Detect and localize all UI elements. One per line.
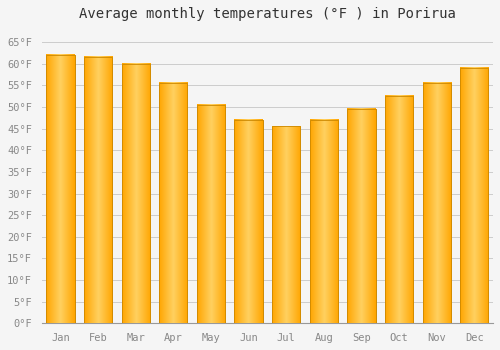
Bar xyxy=(310,120,338,323)
Bar xyxy=(197,105,225,323)
Bar xyxy=(460,68,488,323)
Bar xyxy=(159,83,188,323)
Bar xyxy=(159,83,188,323)
Bar xyxy=(122,64,150,323)
Bar xyxy=(46,55,74,323)
Bar xyxy=(197,105,225,323)
Bar xyxy=(460,68,488,323)
Bar xyxy=(348,109,376,323)
Title: Average monthly temperatures (°F ) in Porirua: Average monthly temperatures (°F ) in Po… xyxy=(79,7,456,21)
Bar xyxy=(122,64,150,323)
Bar xyxy=(272,126,300,323)
Bar xyxy=(272,126,300,323)
Bar xyxy=(84,57,112,323)
Bar xyxy=(234,120,262,323)
Bar xyxy=(422,83,450,323)
Bar xyxy=(348,109,376,323)
Bar xyxy=(84,57,112,323)
Bar xyxy=(385,96,413,323)
Bar xyxy=(310,120,338,323)
Bar xyxy=(385,96,413,323)
Bar xyxy=(46,55,74,323)
Bar xyxy=(234,120,262,323)
Bar xyxy=(422,83,450,323)
